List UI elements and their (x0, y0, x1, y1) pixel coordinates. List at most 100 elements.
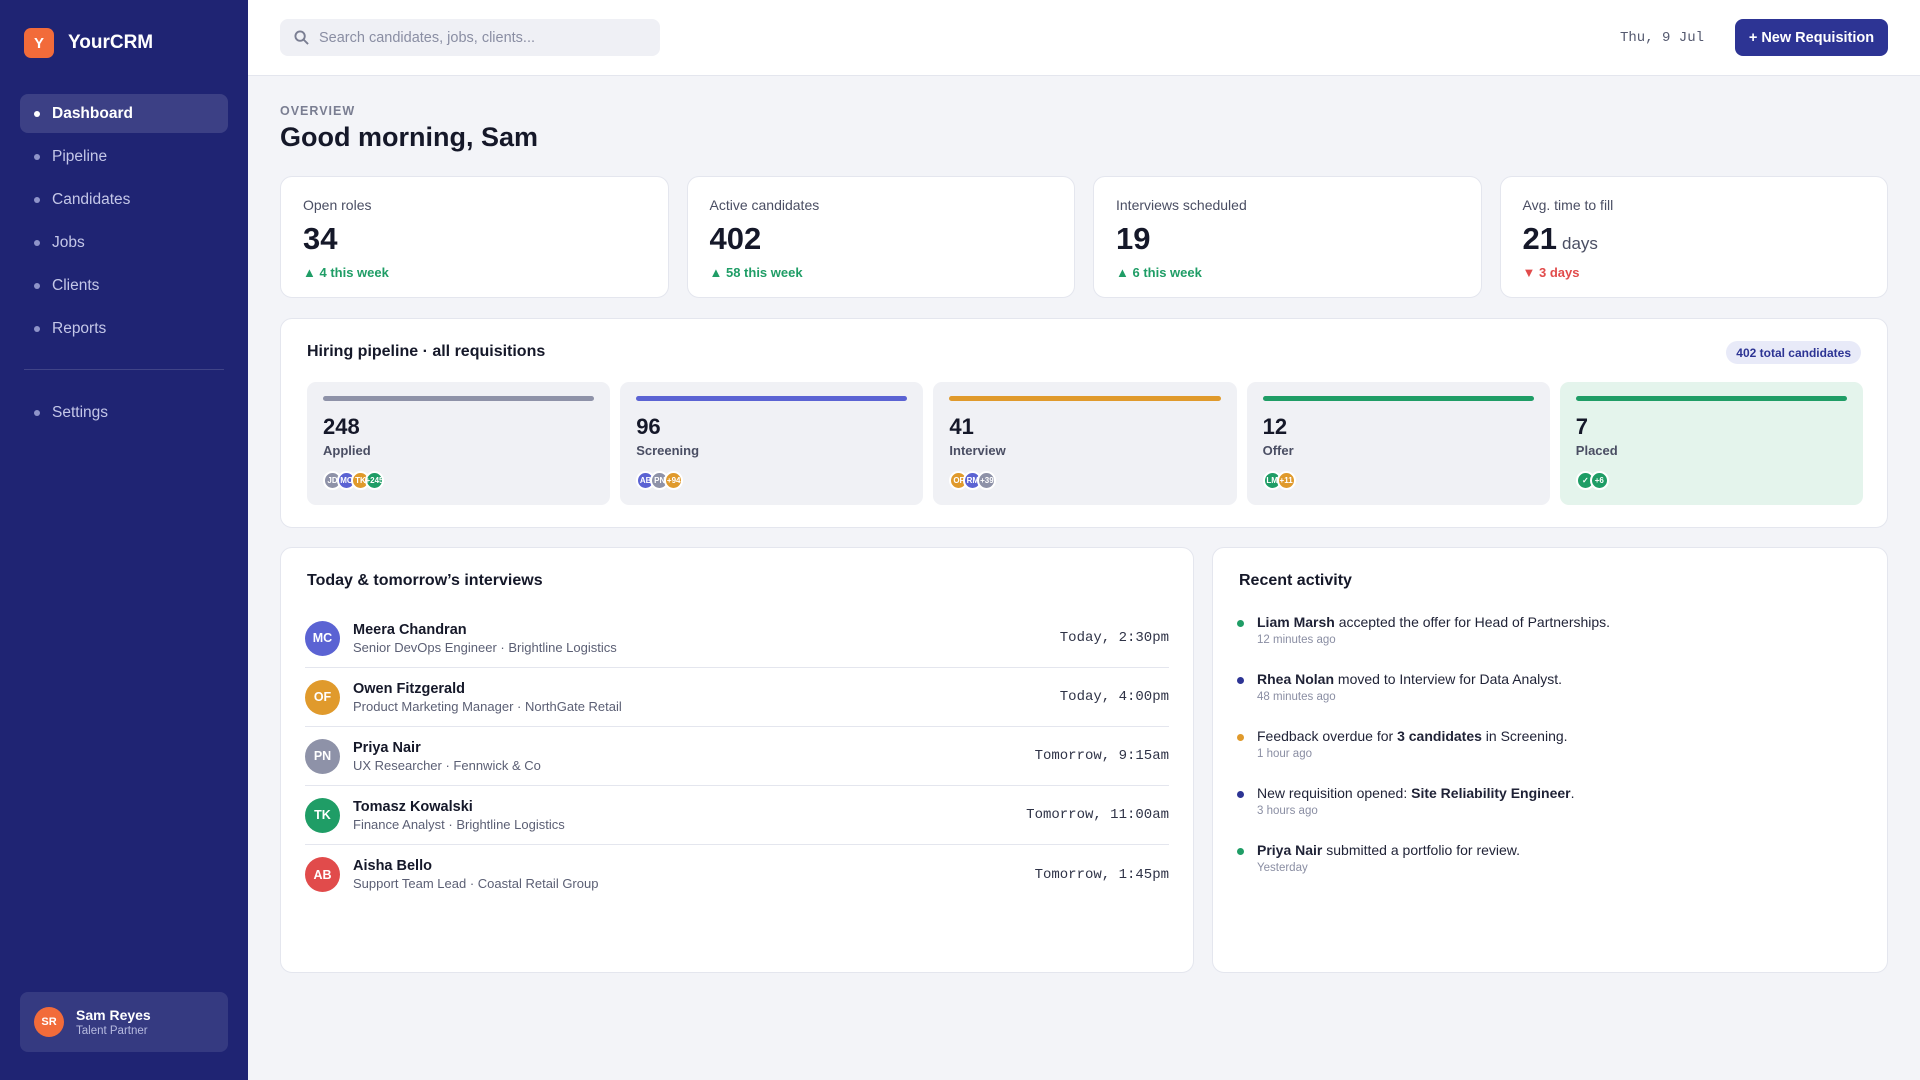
stage-card[interactable]: 12 Offer LM +11 (1246, 382, 1550, 505)
activity-time: 1 hour ago (1257, 748, 1312, 760)
kpi-label: Avg. time to fill (1522, 197, 1614, 213)
kpi-delta: ▲ 58 this week (709, 265, 803, 280)
card-title: Hiring pipeline · all requisitions (307, 343, 546, 360)
candidate-role: Senior DevOps Engineer · Brightline Logi… (353, 639, 617, 655)
kpi-number: 402 (709, 221, 762, 256)
stage-count: 96 (636, 414, 661, 439)
kpi-value: 402 (710, 221, 762, 257)
avatar: TK (305, 797, 340, 833)
activity-item: Priya Nair submitted a portfolio for rev… (1237, 842, 1863, 874)
interview-row[interactable]: AB Aisha Bello Support Team Lead · Coastal… (305, 845, 1169, 904)
text-part: Rhea Nolan (1257, 671, 1335, 687)
candidate-name: Aisha Bello (353, 858, 432, 874)
avatar: PN (305, 738, 340, 774)
interview-text: Tomasz Kowalski Finance Analyst · Brightl… (353, 799, 565, 832)
activity-time: 3 hours ago (1257, 805, 1318, 817)
status-dot (1237, 791, 1244, 798)
nav-item[interactable]: Settings (20, 393, 228, 432)
activity-text: Rhea Nolan moved to Interview for Data A… (1257, 671, 1863, 687)
stage-bar (1575, 396, 1847, 401)
logo-mark: Y (24, 28, 54, 58)
status-dot (1237, 620, 1244, 627)
brand: YourCRM (68, 32, 154, 53)
nav-item[interactable]: Jobs (20, 223, 228, 262)
activity-item: New requisition opened: Site Reliability… (1237, 785, 1863, 817)
avatar: OF (305, 679, 340, 715)
stage-card[interactable]: 248 Applied JD MC TK +245 (307, 382, 611, 505)
kpi-number: 34 (303, 221, 338, 256)
text-part: New requisition opened: (1257, 785, 1412, 801)
kpi-label: Open roles (303, 197, 372, 213)
activity-time: 12 minutes ago (1257, 634, 1336, 646)
nav-item[interactable]: Clients (20, 266, 228, 305)
interview-row[interactable]: MC Meera Chandran Senior DevOps Engineer ·… (305, 609, 1169, 668)
new-requisition-button[interactable]: + New Requisition (1735, 19, 1888, 56)
nav-item[interactable]: Dashboard (20, 94, 228, 133)
nav-item[interactable]: Reports (20, 309, 228, 348)
kpi-value: 19 (1116, 221, 1150, 257)
candidate-role: UX Researcher · Fennwick & Co (353, 757, 541, 773)
activity-text: Liam Marsh accepted the offer for Head o… (1257, 614, 1863, 630)
user-card[interactable]: SR Sam Reyes Talent Partner (20, 992, 228, 1052)
text-part: Site Reliability Engineer (1411, 785, 1571, 801)
candidate-name: Priya Nair (353, 739, 421, 756)
nav-item[interactable]: Pipeline (20, 137, 228, 176)
user-role: Talent Partner (76, 1025, 148, 1037)
interview-text: Priya Nair UX Researcher · Fennwick & Co (353, 740, 541, 773)
text-part: Liam Marsh (1257, 614, 1335, 630)
avatar: +39 (977, 471, 997, 490)
interview-text: Aisha Bello Support Team Lead · Coastal R… (353, 858, 598, 891)
text-part: moved to Interview for Data Analyst. (1334, 671, 1563, 687)
stage-bar (636, 396, 908, 401)
interview-text: Meera Chandran Senior DevOps Engineer · B… (353, 622, 617, 655)
kpi-number: 21 (1522, 221, 1557, 256)
user-name: Sam Reyes (76, 1007, 151, 1023)
avatar: +11 (1276, 471, 1296, 490)
header: Search candidates, jobs, clients... Thu,… (248, 0, 1920, 76)
interview-row[interactable]: PN Priya Nair UX Researcher · Fennwick & C… (305, 727, 1169, 786)
text-part: submitted a portfolio for review. (1322, 842, 1521, 858)
activity-card: Recent activity Liam Marsh accepted the o… (1212, 547, 1888, 973)
kpi-delta: ▲ 4 this week (303, 265, 389, 280)
avatar: +94 (664, 471, 684, 490)
stage-count: 248 (323, 414, 360, 439)
stage-name: Offer (1262, 443, 1294, 458)
avatar-stack: LM +11 (1262, 471, 1296, 490)
activity-item: Liam Marsh accepted the offer for Head o… (1237, 614, 1863, 646)
text-part: Priya Nair (1257, 842, 1323, 858)
avatar-stack: AB PN +94 (636, 471, 684, 490)
kpi-card: Avg. time to fill 21 days ▼ 3 days (1499, 176, 1888, 298)
stage-count: 7 (1575, 414, 1589, 439)
text-part: in Screening. (1481, 728, 1568, 744)
stage-count: 41 (949, 414, 974, 439)
stage-bar (949, 396, 1221, 401)
avatar: +245 (365, 471, 384, 490)
interview-time: Tomorrow, 9:15am (1034, 748, 1169, 764)
interview-text: Owen Fitzgerald Product Marketing Manager… (353, 681, 622, 714)
divider (24, 369, 224, 370)
activity-text: Priya Nair submitted a portfolio for rev… (1257, 842, 1863, 858)
interview-time: Today, 2:30pm (1059, 630, 1169, 646)
activity-item: Feedback overdue for 3 candidates in Scr… (1237, 728, 1863, 760)
kpi-value: 21 days (1523, 221, 1598, 257)
interview-time: Today, 4:00pm (1059, 689, 1169, 705)
avatar: +6 (1589, 471, 1609, 490)
search-box[interactable]: Search candidates, jobs, clients... (280, 19, 660, 56)
interview-row[interactable]: TK Tomasz Kowalski Finance Analyst · Brigh… (305, 786, 1169, 845)
interview-time: Tomorrow, 11:00am (1026, 807, 1169, 823)
kpi-card: Interviews scheduled 19 ▲ 6 this week (1093, 176, 1482, 298)
stage-name: Interview (949, 443, 1006, 458)
stage-card[interactable]: 41 Interview OF RM +39 (933, 382, 1237, 505)
stage-card[interactable]: 96 Screening AB PN +94 (620, 382, 924, 505)
text-part: Feedback overdue for (1257, 728, 1398, 744)
stage-card[interactable]: 7 Placed ✓ +6 (1559, 382, 1863, 505)
interview-row[interactable]: OF Owen Fitzgerald Product Marketing Manag… (305, 668, 1169, 727)
kpi-delta: ▲ 6 this week (1116, 265, 1202, 280)
nav-item[interactable]: Candidates (20, 180, 228, 219)
activity-item: Rhea Nolan moved to Interview for Data A… (1237, 671, 1863, 703)
kpi-delta: ▼ 3 days (1522, 265, 1580, 280)
text-part: . (1570, 785, 1575, 801)
text-part: 3 candidates (1397, 728, 1482, 744)
